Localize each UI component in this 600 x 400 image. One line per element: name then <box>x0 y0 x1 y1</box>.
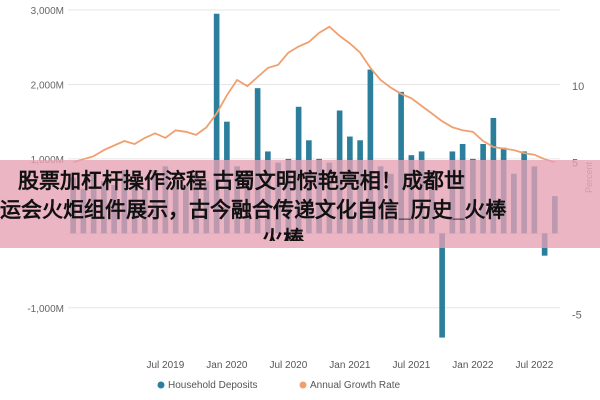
overlay-title-line-1: 股票加杠杆操作流程 古蜀文明惊艳亮相！成都世 <box>18 170 465 193</box>
x-tick-label: Jan 2022 <box>452 360 494 371</box>
x-tick-label: Jul 2020 <box>269 360 307 371</box>
legend-label-household-deposits: Household Deposits <box>168 380 258 391</box>
y2-tick-label: -5 <box>572 310 582 322</box>
y-tick-label: 2,000M <box>31 80 64 91</box>
bar <box>213 13 220 234</box>
growth-rate-line <box>72 25 556 164</box>
legend-marker-annual-growth-rate <box>299 381 307 389</box>
overlay-title-line-3: 火棒 <box>262 228 304 241</box>
bar <box>367 69 374 234</box>
x-tick-label: Jan 2021 <box>329 360 371 371</box>
overlay-banner: 股票加杠杆操作流程 古蜀文明惊艳亮相！成都世 运会火炬组件展示，古今融合传递文化… <box>0 160 600 248</box>
legend-label-annual-growth-rate: Annual Growth Rate <box>310 380 400 391</box>
y-tick-label: -1,000M <box>27 304 64 315</box>
legend-marker-household-deposits <box>157 381 165 389</box>
bar <box>439 233 445 338</box>
x-tick-label: Jan 2020 <box>206 360 248 371</box>
x-tick-label: Jul 2021 <box>392 360 430 371</box>
x-tick-label: Jul 2022 <box>515 360 553 371</box>
overlay-title-line-2: 运会火炬组件展示，古今融合传递文化自信_历史_火棒 <box>0 199 507 222</box>
y-tick-label: 3,000M <box>31 6 64 17</box>
y2-tick-label: 10 <box>572 81 584 93</box>
x-tick-label: Jul 2019 <box>146 360 184 371</box>
